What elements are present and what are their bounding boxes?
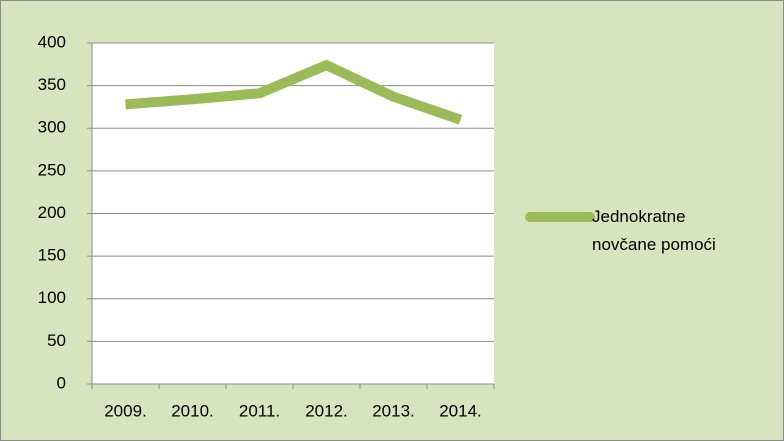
y-tick-label: 0 <box>57 373 66 392</box>
x-tick-label: 2010. <box>171 401 214 420</box>
x-tick-label: 2009. <box>104 401 147 420</box>
x-tick-label: 2011. <box>239 401 280 420</box>
y-tick-label: 100 <box>38 288 66 307</box>
legend-label: Jednokratne novčane pomoći <box>592 207 716 254</box>
data-line <box>125 60 463 125</box>
y-tick-label: 150 <box>38 246 66 265</box>
y-tick-label: 200 <box>38 203 66 222</box>
y-tick-label: 350 <box>38 75 66 94</box>
x-tick-label: 2012. <box>305 401 348 420</box>
y-tick-label: 300 <box>38 118 66 137</box>
y-tick-label: 50 <box>47 331 66 350</box>
x-tick-label: 2013. <box>372 401 415 420</box>
y-tick-label: 400 <box>38 32 66 51</box>
y-tick-label: 250 <box>38 160 66 179</box>
x-tick-label: 2014. <box>439 401 482 420</box>
